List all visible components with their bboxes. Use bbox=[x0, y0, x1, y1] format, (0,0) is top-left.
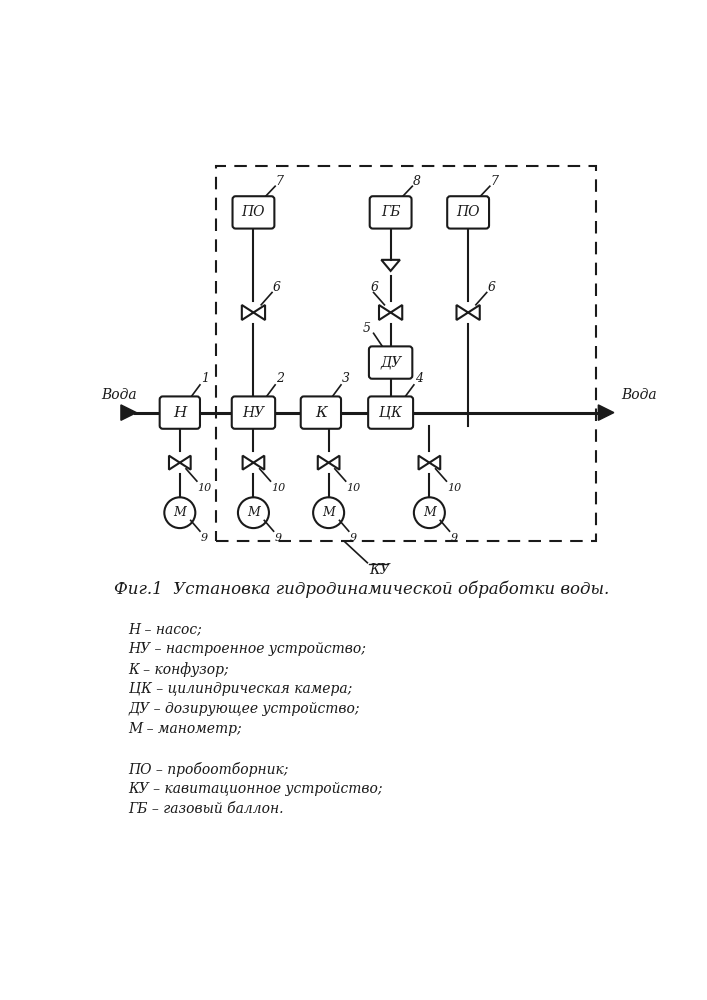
Text: 10: 10 bbox=[271, 483, 286, 493]
Text: К: К bbox=[315, 406, 327, 420]
FancyBboxPatch shape bbox=[370, 196, 411, 229]
FancyBboxPatch shape bbox=[448, 196, 489, 229]
Text: НУ: НУ bbox=[243, 406, 264, 420]
Bar bbox=[216, 166, 596, 541]
Text: ГБ – газовый баллон.: ГБ – газовый баллон. bbox=[129, 802, 284, 816]
Text: М: М bbox=[173, 506, 186, 519]
Text: М: М bbox=[423, 506, 436, 519]
Text: НУ – настроенное устройство;: НУ – настроенное устройство; bbox=[129, 642, 366, 656]
FancyBboxPatch shape bbox=[232, 396, 275, 429]
Polygon shape bbox=[598, 405, 614, 420]
Text: Фиг.1  Установка гидродинамической обработки воды.: Фиг.1 Установка гидродинамической обрабо… bbox=[115, 581, 609, 598]
Text: 3: 3 bbox=[341, 372, 350, 385]
Text: 9: 9 bbox=[450, 533, 457, 543]
FancyBboxPatch shape bbox=[233, 196, 274, 229]
Text: 10: 10 bbox=[448, 483, 462, 493]
Text: ПО: ПО bbox=[457, 205, 480, 219]
Text: 9: 9 bbox=[274, 533, 281, 543]
Text: 2: 2 bbox=[276, 372, 284, 385]
Text: 1: 1 bbox=[201, 372, 209, 385]
Text: ГБ: ГБ bbox=[381, 205, 400, 219]
Text: КУ: КУ bbox=[369, 563, 390, 577]
Text: ДУ: ДУ bbox=[380, 356, 402, 370]
Text: ЦК – цилиндрическая камера;: ЦК – цилиндрическая камера; bbox=[129, 682, 352, 696]
Text: 7: 7 bbox=[276, 175, 284, 188]
FancyBboxPatch shape bbox=[369, 346, 412, 379]
Text: Н – насос;: Н – насос; bbox=[129, 622, 202, 636]
Text: М: М bbox=[322, 506, 335, 519]
Text: ЦК: ЦК bbox=[379, 406, 402, 420]
Text: 6: 6 bbox=[370, 281, 378, 294]
Text: 6: 6 bbox=[488, 281, 496, 294]
Text: 9: 9 bbox=[349, 533, 356, 543]
Text: ДУ – дозирующее устройство;: ДУ – дозирующее устройство; bbox=[129, 702, 360, 716]
Text: 8: 8 bbox=[413, 175, 421, 188]
Text: 4: 4 bbox=[414, 372, 423, 385]
Text: Вода: Вода bbox=[102, 388, 137, 402]
Text: Вода: Вода bbox=[621, 388, 658, 402]
Text: 7: 7 bbox=[491, 175, 498, 188]
Polygon shape bbox=[121, 405, 136, 420]
Text: М: М bbox=[247, 506, 260, 519]
FancyBboxPatch shape bbox=[300, 396, 341, 429]
Text: ПО: ПО bbox=[242, 205, 265, 219]
Text: 6: 6 bbox=[273, 281, 281, 294]
Text: 9: 9 bbox=[201, 533, 208, 543]
Text: 10: 10 bbox=[198, 483, 212, 493]
FancyBboxPatch shape bbox=[368, 396, 413, 429]
Text: М – манометр;: М – манометр; bbox=[129, 722, 243, 736]
Text: 10: 10 bbox=[346, 483, 361, 493]
Text: КУ – кавитационное устройство;: КУ – кавитационное устройство; bbox=[129, 782, 383, 796]
Text: 5: 5 bbox=[363, 322, 370, 335]
Text: К – конфузор;: К – конфузор; bbox=[129, 662, 229, 677]
Text: Н: Н bbox=[173, 406, 187, 420]
Text: ПО – пробоотборник;: ПО – пробоотборник; bbox=[129, 762, 289, 777]
FancyBboxPatch shape bbox=[160, 396, 200, 429]
